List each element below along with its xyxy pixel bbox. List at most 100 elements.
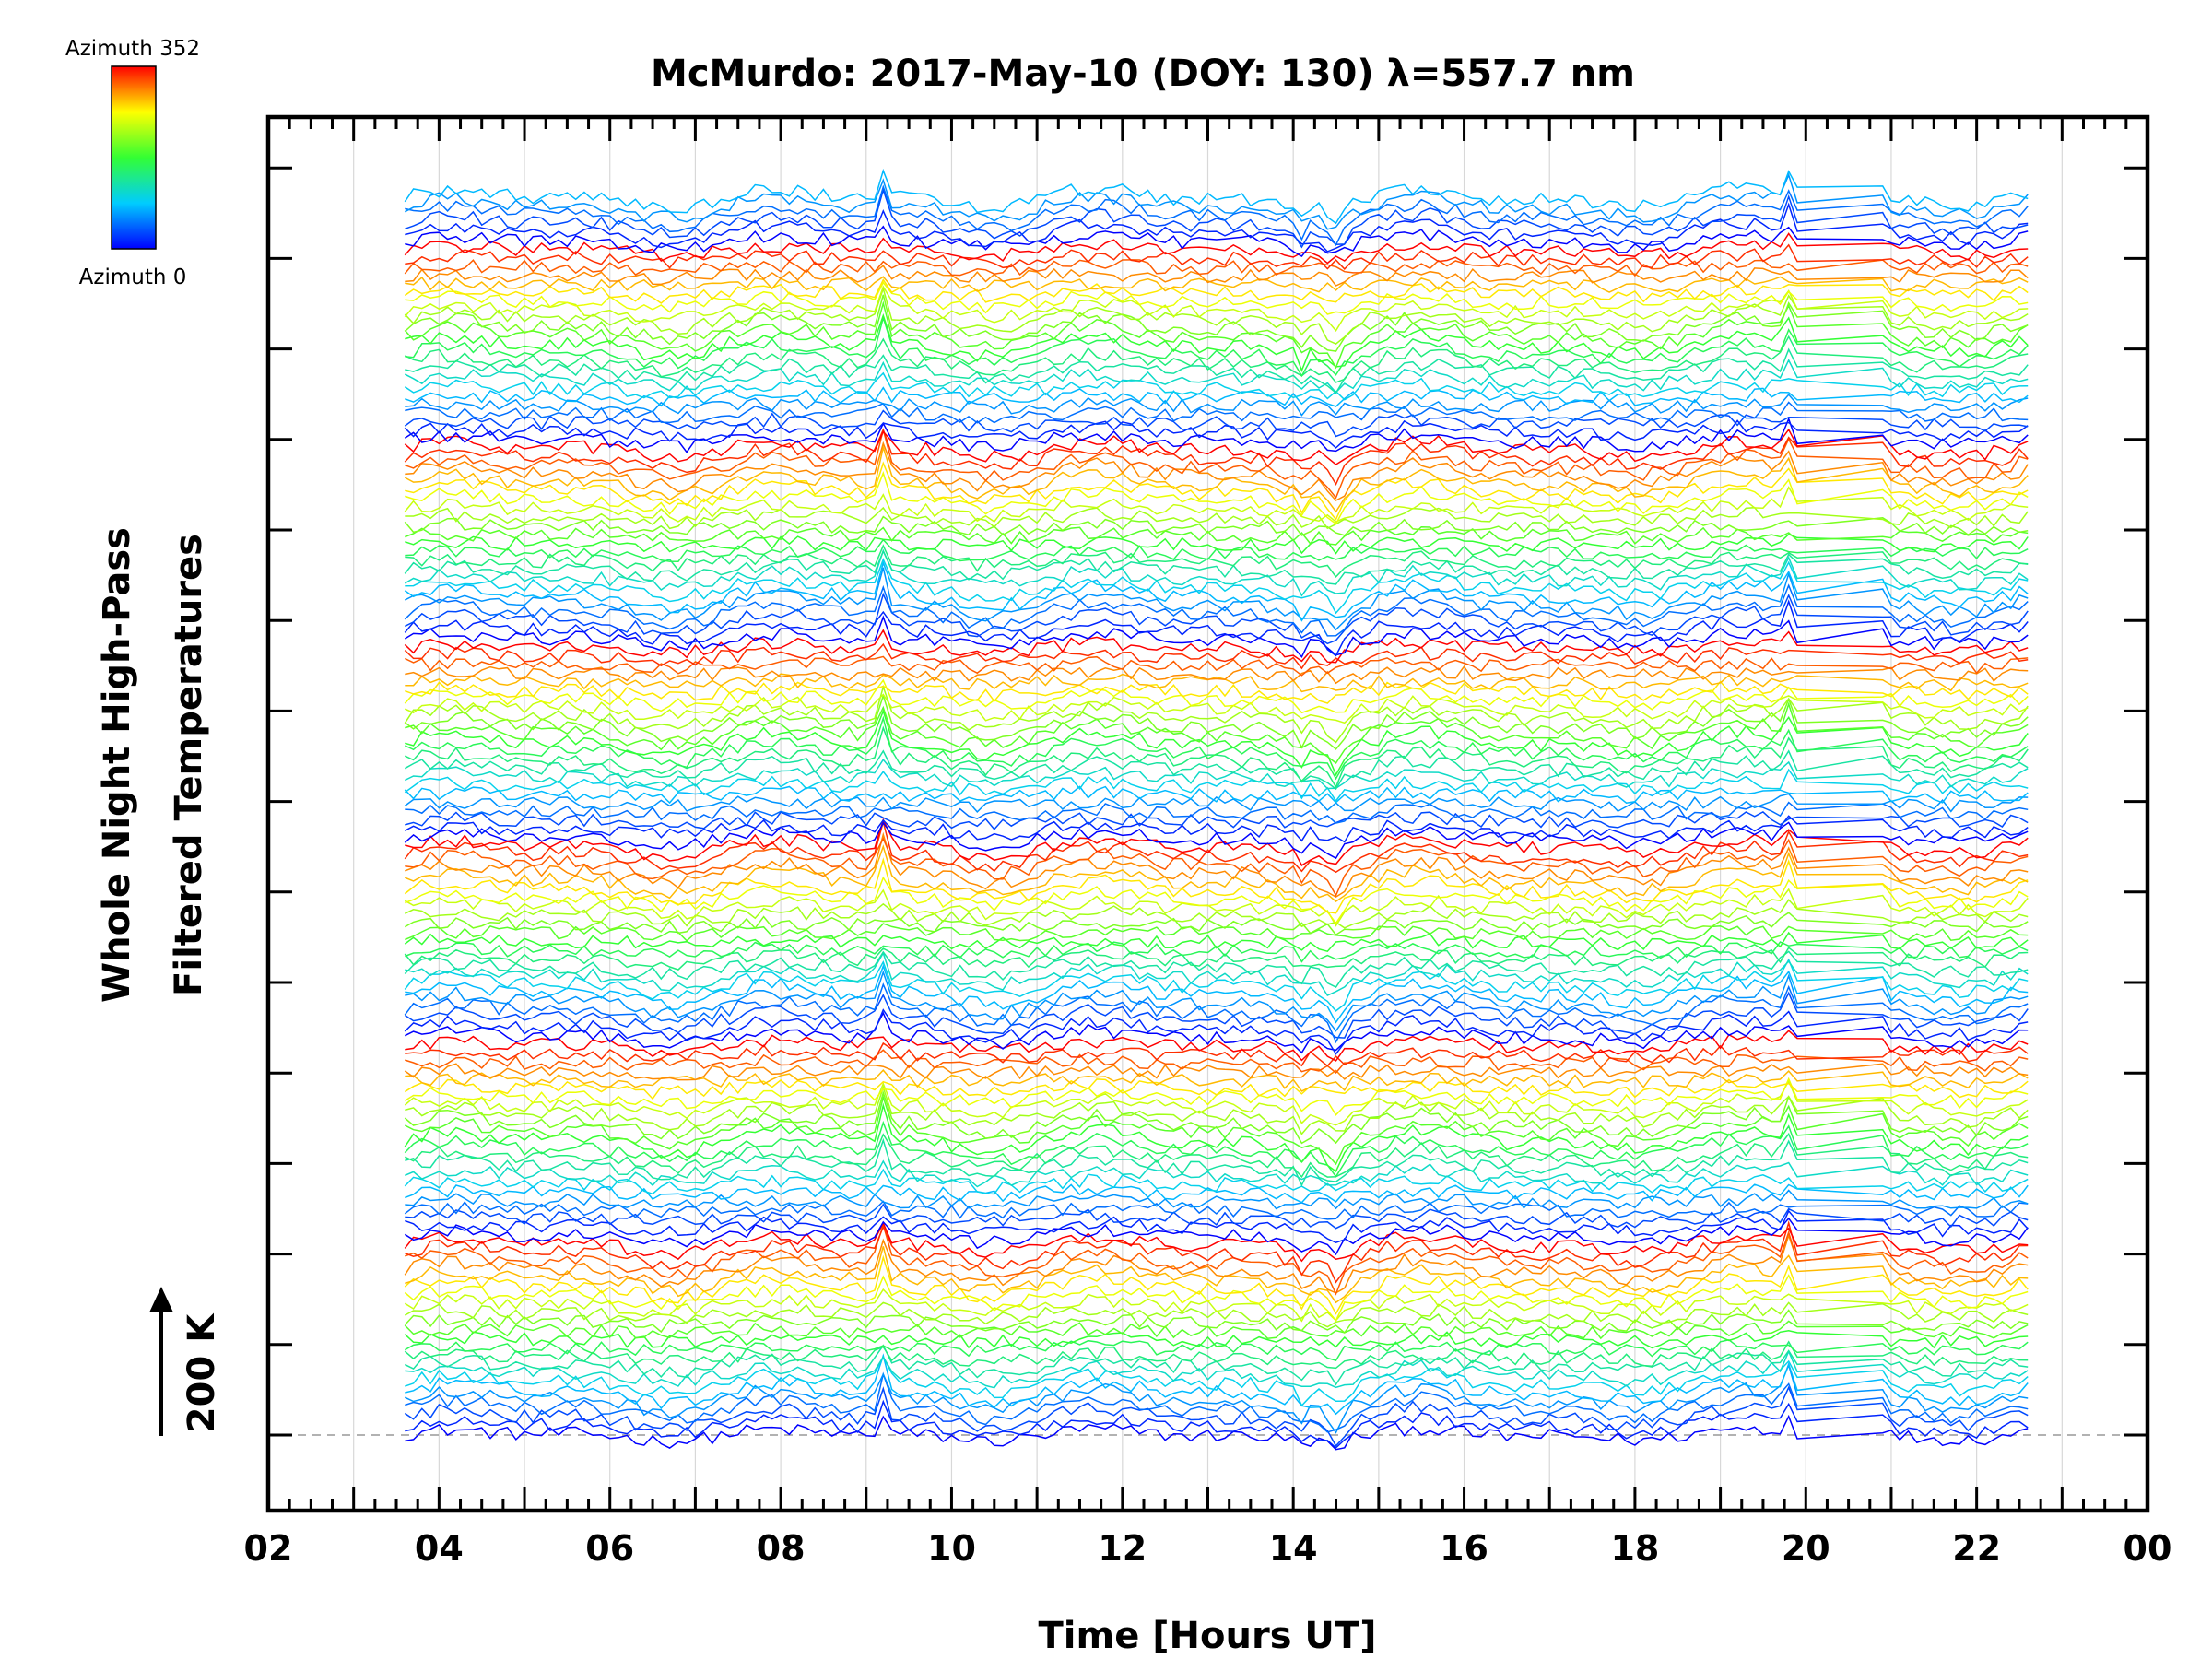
series-line [405,558,2029,615]
series-line [404,629,2029,664]
series-line [405,533,2029,555]
series-line [405,970,2029,1032]
series-line [405,461,2029,521]
series-line [405,941,2029,963]
series-line [404,335,2029,383]
series-line [404,549,2029,585]
x-axis-label: Time [Hours UT] [1039,1615,1377,1657]
series-line [405,1414,2029,1451]
series-line [404,958,2029,1012]
series-line [404,300,2029,370]
series-line [404,931,2029,953]
series-line [405,1353,2029,1416]
series-line [404,259,2029,277]
series-line [405,429,2029,500]
series-line [404,1011,2029,1054]
x-tick-label: 02 [244,1528,293,1569]
series-line [405,951,2029,997]
series-line [405,276,2029,293]
series-line [405,265,2029,287]
series-line [404,793,2029,813]
series-line [404,818,2029,874]
series-line [404,715,2029,781]
colorbar-bottom-label: Azimuth 0 [79,265,187,289]
x-tick-label: 06 [585,1528,634,1569]
series-line [404,1301,2029,1328]
series-line [405,1371,2029,1433]
series-line [404,1330,2029,1349]
series-line [404,1008,2029,1055]
series-line [404,1217,2029,1256]
series-line [405,673,2029,693]
series-line [405,184,2029,247]
series-line [404,286,2029,345]
series-line [404,1120,2029,1178]
x-tick-label: 12 [1098,1528,1147,1569]
series-line [405,693,2029,724]
series-line [404,168,2029,225]
series-line [404,857,2029,914]
series-line [405,1203,2029,1230]
x-tick-label: 18 [1610,1528,1659,1569]
x-tick-label: 10 [927,1528,976,1569]
series-line [405,1220,2029,1284]
series-line [404,785,2029,805]
series-line [405,315,2029,378]
series-line [404,1079,2029,1126]
series-line [404,486,2029,524]
series-line [405,801,2029,824]
series-line [404,359,2029,394]
series-line [404,642,2029,670]
x-tick-label: 00 [2124,1528,2172,1569]
series-line [404,678,2029,714]
series-line [405,225,2029,257]
series-line [404,560,2029,622]
series-line [405,544,2029,578]
y-axis-label-line1: Whole Night High-Pass [96,527,138,1003]
series-line [405,1159,2029,1188]
series-line [404,419,2029,449]
series-line [404,950,2029,988]
series-line [404,1288,2029,1323]
series-line [404,725,2029,789]
series-line [405,1183,2029,1204]
series-line [404,515,2029,536]
series-line [405,401,2029,424]
x-tick-labels: 02 04 06 08 10 12 14 16 18 20 22 00 [244,1528,2172,1569]
series-line [404,1090,2029,1145]
axis-ticks [266,117,2149,1511]
series-line [404,1309,2029,1335]
series-line [404,1274,2029,1323]
series-line [404,428,2029,465]
series-line [405,701,2029,764]
scale-arrow-head [149,1287,173,1312]
series-line [404,592,2029,645]
series-line [404,1063,2029,1081]
x-tick-label: 20 [1782,1528,1830,1569]
series-line [404,371,2029,401]
series-line [404,1200,2029,1220]
x-tick-label: 22 [1952,1528,2001,1569]
series-line [405,837,2029,898]
series-line [405,810,2029,830]
series-line [404,567,2029,631]
series-line [404,1340,2029,1370]
series-line [404,758,2029,790]
series-line [404,684,2029,744]
azimuth-colorbar [111,65,157,250]
colorbar-top-label: Azimuth 352 [65,37,200,61]
series-line [404,1102,2029,1173]
series-line [404,1344,2029,1386]
series-line [404,899,2029,929]
series-line [405,1030,2029,1062]
series-line [405,665,2029,685]
series-line [405,1041,2029,1067]
series-line [405,1085,2029,1135]
series-line [405,506,2029,530]
series-line [404,1132,2029,1179]
series-line [405,844,2029,903]
series-line [404,982,2029,1044]
series-line [404,815,2029,843]
series-line [404,278,2029,304]
